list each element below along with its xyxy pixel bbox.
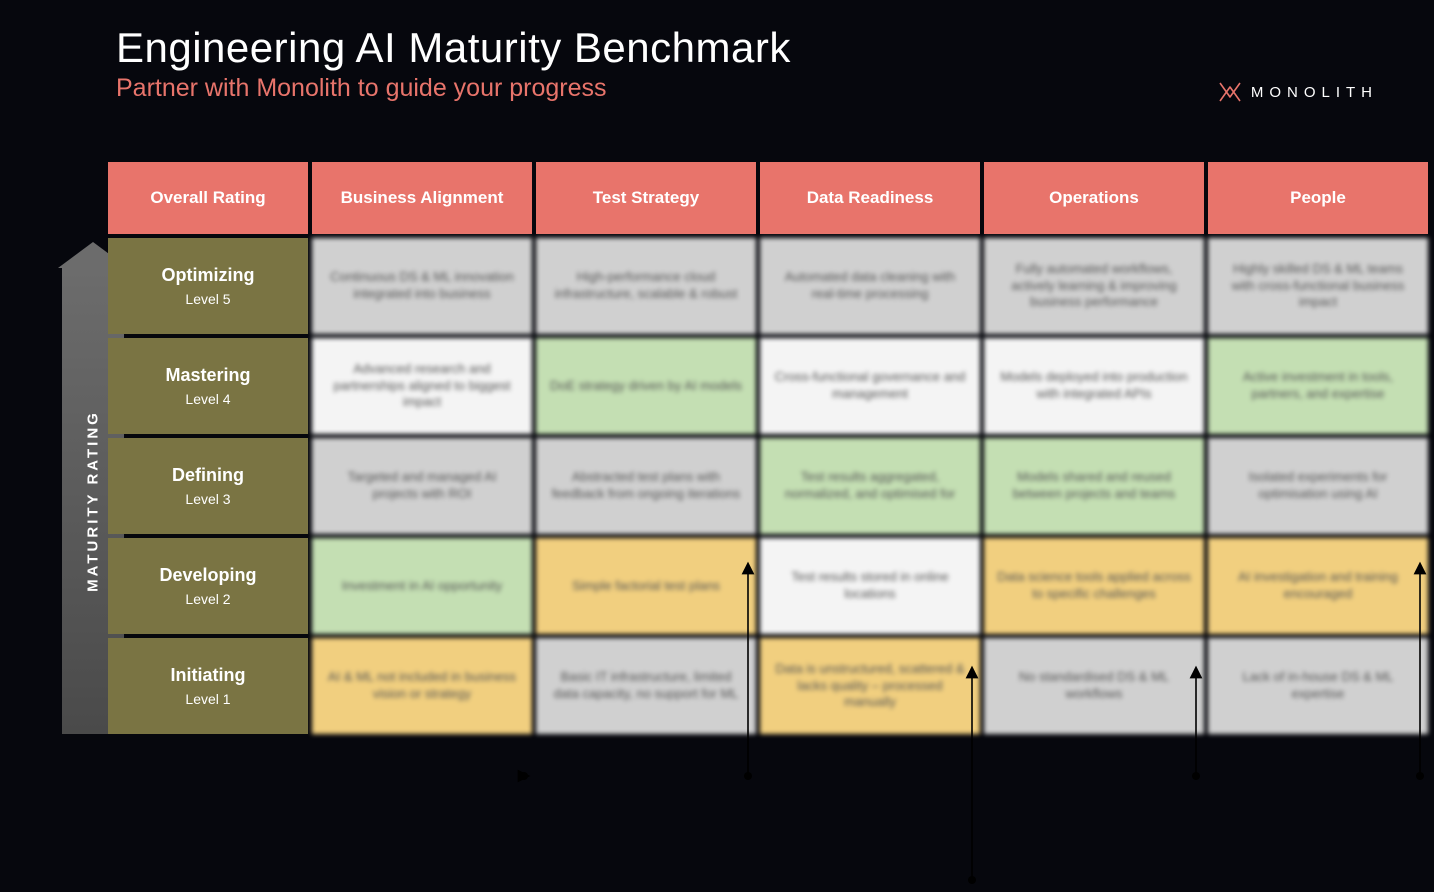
table-row: InitiatingLevel 1AI & ML not included in…: [108, 638, 1428, 734]
cell: Abstracted test plans with feedback from…: [536, 438, 756, 534]
cell: Automated data cleaning with real-time p…: [760, 238, 980, 334]
col-business-alignment: Business Alignment: [312, 162, 532, 234]
cell: Active investment in tools, partners, an…: [1208, 338, 1428, 434]
page-title: Engineering AI Maturity Benchmark: [116, 24, 1434, 72]
cell: Models shared and reused between project…: [984, 438, 1204, 534]
col-operations: Operations: [984, 162, 1204, 234]
cell: DoE strategy driven by AI models: [536, 338, 756, 434]
cell: Test results aggregated, normalized, and…: [760, 438, 980, 534]
col-data-readiness: Data Readiness: [760, 162, 980, 234]
cell: Highly skilled DS & ML teams with cross-…: [1208, 238, 1428, 334]
cell: Continuous DS & ML innovation integrated…: [312, 238, 532, 334]
cell: Fully automated workflows, actively lear…: [984, 238, 1204, 334]
cell: Investment in AI opportunity: [312, 538, 532, 634]
cell: Test results stored in online locations: [760, 538, 980, 634]
table-row: DefiningLevel 3Targeted and managed AI p…: [108, 438, 1428, 534]
row-label: DefiningLevel 3: [108, 438, 308, 534]
cell: Basic IT infrastructure, limited data ca…: [536, 638, 756, 734]
maturity-axis-label: MATURITY RATING: [85, 410, 102, 592]
cell: Isolated experiments for optimisation us…: [1208, 438, 1428, 534]
cell: Advanced research and partnerships align…: [312, 338, 532, 434]
maturity-table-wrap: Overall Rating Business Alignment Test S…: [104, 158, 1404, 738]
cell: High-performance cloud infrastructure, s…: [536, 238, 756, 334]
cell: Models deployed into production with int…: [984, 338, 1204, 434]
cell: Targeted and managed AI projects with RO…: [312, 438, 532, 534]
row-label: OptimizingLevel 5: [108, 238, 308, 334]
table-row: OptimizingLevel 5Continuous DS & ML inno…: [108, 238, 1428, 334]
cell: Data science tools applied across to spe…: [984, 538, 1204, 634]
logo-text: MONOLITH: [1251, 84, 1378, 101]
col-people: People: [1208, 162, 1428, 234]
row-label: DevelopingLevel 2: [108, 538, 308, 634]
cell: AI investigation and training encouraged: [1208, 538, 1428, 634]
col-test-strategy: Test Strategy: [536, 162, 756, 234]
col-overall-rating: Overall Rating: [108, 162, 308, 234]
table-row: DevelopingLevel 2Investment in AI opport…: [108, 538, 1428, 634]
cell: Simple factorial test plans: [536, 538, 756, 634]
row-label: InitiatingLevel 1: [108, 638, 308, 734]
cell: No standardised DS & ML workflows: [984, 638, 1204, 734]
cell: AI & ML not included in business vision …: [312, 638, 532, 734]
row-label: MasteringLevel 4: [108, 338, 308, 434]
cell: Data is unstructured, scattered & lacks …: [760, 638, 980, 734]
brand-logo: MONOLITH: [1219, 82, 1378, 102]
table-header-row: Overall Rating Business Alignment Test S…: [108, 162, 1428, 234]
logo-icon: [1219, 82, 1241, 102]
maturity-table: Overall Rating Business Alignment Test S…: [104, 158, 1432, 738]
cell: Cross-functional governance and manageme…: [760, 338, 980, 434]
cell: Lack of in-house DS & ML expertise: [1208, 638, 1428, 734]
table-row: MasteringLevel 4Advanced research and pa…: [108, 338, 1428, 434]
